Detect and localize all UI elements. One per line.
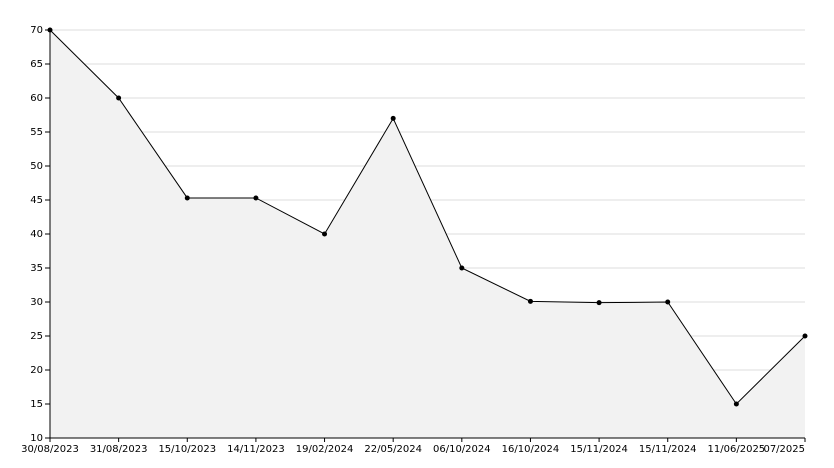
y-tick-label: 50 <box>30 161 43 172</box>
y-tick-label: 10 <box>30 433 43 444</box>
marker <box>802 333 808 339</box>
marker <box>253 195 259 201</box>
marker <box>184 195 190 201</box>
y-tick-label: 30 <box>30 297 43 308</box>
x-tick-label: 30/08/2023 <box>21 444 79 455</box>
line <box>49 29 806 405</box>
y-tick-label: 20 <box>30 365 43 376</box>
y-tick-label: 70 <box>30 25 43 36</box>
y-tick-label: 55 <box>30 127 43 138</box>
x-tick-label: 22/05/2024 <box>364 444 422 455</box>
x-tick-label: 15/11/2024 <box>639 444 697 455</box>
y-tick-label: 45 <box>30 195 43 206</box>
marker <box>116 95 122 101</box>
y-tick-label: 25 <box>30 331 43 342</box>
x-tick-label: 31/08/2023 <box>90 444 148 455</box>
y-tick-label: 60 <box>30 93 43 104</box>
marker <box>322 231 328 237</box>
marker <box>665 299 671 305</box>
y-tick-label: 65 <box>30 59 43 70</box>
x-tick-label: 16/10/2024 <box>502 444 560 455</box>
y-tick-label: 15 <box>30 399 43 410</box>
marker <box>596 300 602 306</box>
x-tick-label: 15/10/2023 <box>158 444 216 455</box>
area <box>50 30 805 438</box>
x-tick-label: 14/11/2023 <box>227 444 285 455</box>
x-tick-label: 06/10/2024 <box>433 444 491 455</box>
y-tick-label: 35 <box>30 263 43 274</box>
x-tick-label: 11/06/2025 <box>708 444 766 455</box>
x-tick-label: 07/2025 <box>763 444 805 455</box>
marker <box>459 265 465 271</box>
marker <box>733 401 739 407</box>
marker <box>390 115 396 121</box>
x-tick-label: 19/02/2024 <box>296 444 354 455</box>
y-tick-label: 40 <box>30 229 43 240</box>
x-tick-label: 15/11/2024 <box>570 444 628 455</box>
marker <box>527 298 533 304</box>
